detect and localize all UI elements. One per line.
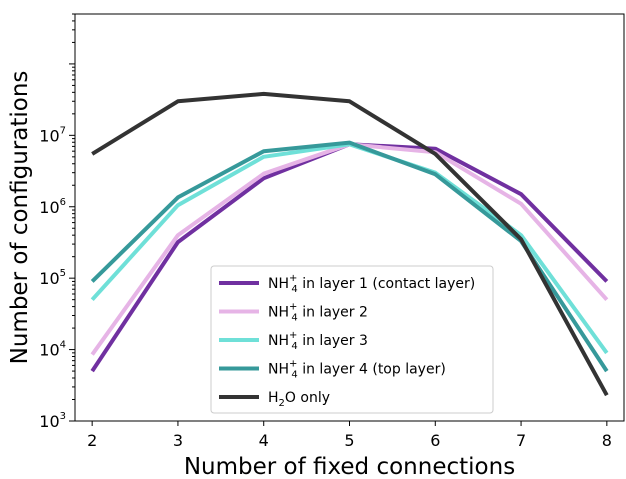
y-tick-label: 105 <box>39 268 66 288</box>
x-axis: 2 3 4 5 6 7 8 <box>87 421 612 450</box>
legend-label-4: NH+ 4 in layer 4 (top layer) <box>268 359 446 381</box>
y-tick-label: 107 <box>39 125 66 145</box>
y-tick-label: 103 <box>39 411 66 431</box>
x-tick-label: 2 <box>87 431 97 450</box>
y-axis: 103 104 105 106 107 <box>39 13 75 431</box>
legend-label-2: NH+ 4 in layer 2 <box>268 302 368 324</box>
x-axis-title: Number of fixed connections <box>184 454 515 479</box>
legend-label-3: NH+ 4 in layer 3 <box>268 330 368 352</box>
x-tick-label: 5 <box>344 431 354 450</box>
legend-box <box>210 265 494 414</box>
x-tick-label: 8 <box>602 431 612 450</box>
series-lines <box>90 91 609 397</box>
legend-label-5: H2O only <box>268 390 330 409</box>
x-tick-label: 3 <box>173 431 183 450</box>
legend-label-1: NH+ 4 in layer 1 (contact layer) <box>268 273 475 295</box>
x-tick-label: 7 <box>516 431 526 450</box>
legend: NH+ 4 in layer 1 (contact layer) NH+ 4 in l… <box>210 265 494 414</box>
x-tick-label: 6 <box>430 431 440 450</box>
series-line-5 <box>91 91 609 397</box>
y-axis-title: Number of configurations <box>7 71 33 365</box>
y-tick-label: 106 <box>39 197 66 217</box>
y-tick-label: 104 <box>39 340 66 360</box>
x-tick-label: 4 <box>259 431 269 450</box>
